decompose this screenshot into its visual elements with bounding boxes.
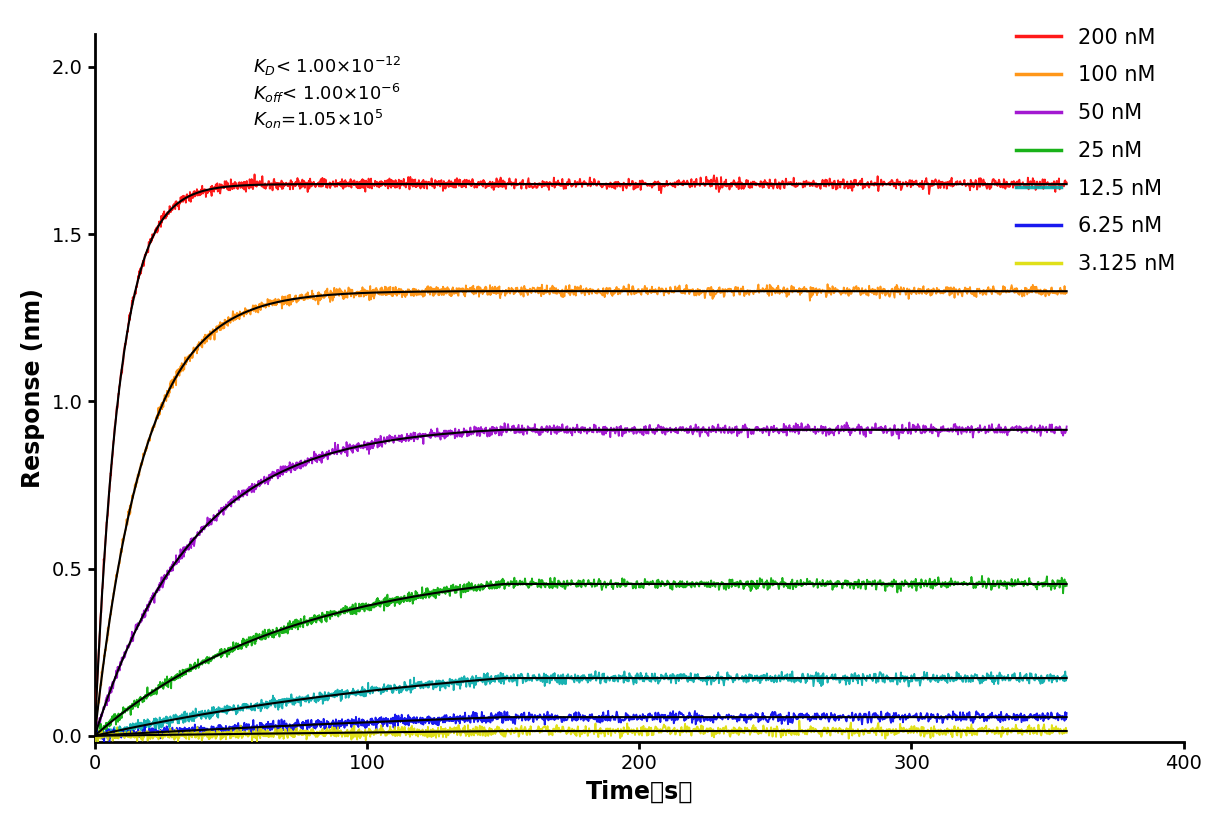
12.5 nM xyxy=(372,683,386,693)
25 nM xyxy=(87,731,102,741)
200 nM xyxy=(914,178,928,188)
200 nM xyxy=(295,175,309,185)
Legend: 200 nM, 100 nM, 50 nM, 25 nM, 12.5 nM, 6.25 nM, 3.125 nM: 200 nM, 100 nM, 50 nM, 25 nM, 12.5 nM, 6… xyxy=(1008,19,1184,282)
200 nM xyxy=(87,731,102,741)
200 nM xyxy=(373,177,388,186)
25 nM xyxy=(373,601,388,611)
6.25 nM xyxy=(97,737,111,747)
Line: 3.125 nM: 3.125 nM xyxy=(94,720,1066,742)
200 nM xyxy=(1059,177,1074,187)
12.5 nM xyxy=(103,733,117,743)
25 nM xyxy=(497,575,511,585)
3.125 nM xyxy=(1059,728,1074,738)
6.25 nM xyxy=(103,727,117,737)
100 nM xyxy=(103,610,117,620)
50 nM xyxy=(295,459,309,469)
100 nM xyxy=(821,279,835,289)
Line: 200 nM: 200 nM xyxy=(94,174,1066,736)
12.5 nM xyxy=(295,692,309,702)
12.5 nM xyxy=(87,738,102,747)
100 nM xyxy=(207,325,221,335)
25 nM xyxy=(103,717,117,727)
6.25 nM xyxy=(1059,708,1074,718)
3.125 nM xyxy=(87,732,102,742)
100 nM xyxy=(914,284,928,294)
12.5 nM xyxy=(495,669,510,679)
Line: 25 nM: 25 nM xyxy=(94,576,1066,738)
6.25 nM xyxy=(87,731,102,741)
50 nM xyxy=(373,437,388,447)
25 nM xyxy=(88,733,103,743)
50 nM xyxy=(914,428,928,438)
50 nM xyxy=(88,733,103,743)
6.25 nM xyxy=(207,724,221,734)
Text: $K_D$< 1.00×10$^{-12}$
$K_{off}$< 1.00×10$^{-6}$
$K_{on}$=1.05×10$^{5}$: $K_D$< 1.00×10$^{-12}$ $K_{off}$< 1.00×1… xyxy=(253,54,401,131)
25 nM xyxy=(207,652,221,662)
200 nM xyxy=(247,169,262,179)
25 nM xyxy=(914,583,928,593)
12.5 nM xyxy=(1059,672,1074,681)
6.25 nM xyxy=(914,710,928,720)
Y-axis label: Response (nm): Response (nm) xyxy=(21,288,45,488)
50 nM xyxy=(1059,422,1074,431)
100 nM xyxy=(495,286,510,296)
12.5 nM xyxy=(207,709,221,719)
3.125 nM xyxy=(295,730,309,740)
3.125 nM xyxy=(793,715,807,725)
3.125 nM xyxy=(914,722,928,732)
50 nM xyxy=(207,516,221,526)
12.5 nM xyxy=(914,677,928,687)
Line: 100 nM: 100 nM xyxy=(94,284,1066,738)
200 nM xyxy=(103,477,117,487)
6.25 nM xyxy=(497,714,511,724)
3.125 nM xyxy=(373,725,388,735)
100 nM xyxy=(1059,288,1074,298)
12.5 nM xyxy=(588,666,603,676)
3.125 nM xyxy=(207,729,221,739)
200 nM xyxy=(497,182,511,191)
Line: 50 nM: 50 nM xyxy=(94,422,1066,738)
X-axis label: Time（s）: Time（s） xyxy=(586,780,693,804)
6.25 nM xyxy=(295,717,309,727)
50 nM xyxy=(87,730,102,740)
3.125 nM xyxy=(103,730,117,740)
100 nM xyxy=(372,290,386,299)
6.25 nM xyxy=(373,713,388,723)
200 nM xyxy=(207,186,221,196)
3.125 nM xyxy=(497,732,511,742)
100 nM xyxy=(295,290,309,300)
Line: 12.5 nM: 12.5 nM xyxy=(94,671,1066,742)
Line: 6.25 nM: 6.25 nM xyxy=(94,711,1066,742)
25 nM xyxy=(975,571,989,581)
25 nM xyxy=(295,619,309,629)
50 nM xyxy=(839,417,854,427)
3.125 nM xyxy=(245,737,259,747)
50 nM xyxy=(103,688,117,698)
50 nM xyxy=(497,426,511,436)
100 nM xyxy=(87,733,102,742)
25 nM xyxy=(1059,581,1074,591)
6.25 nM xyxy=(600,706,615,716)
